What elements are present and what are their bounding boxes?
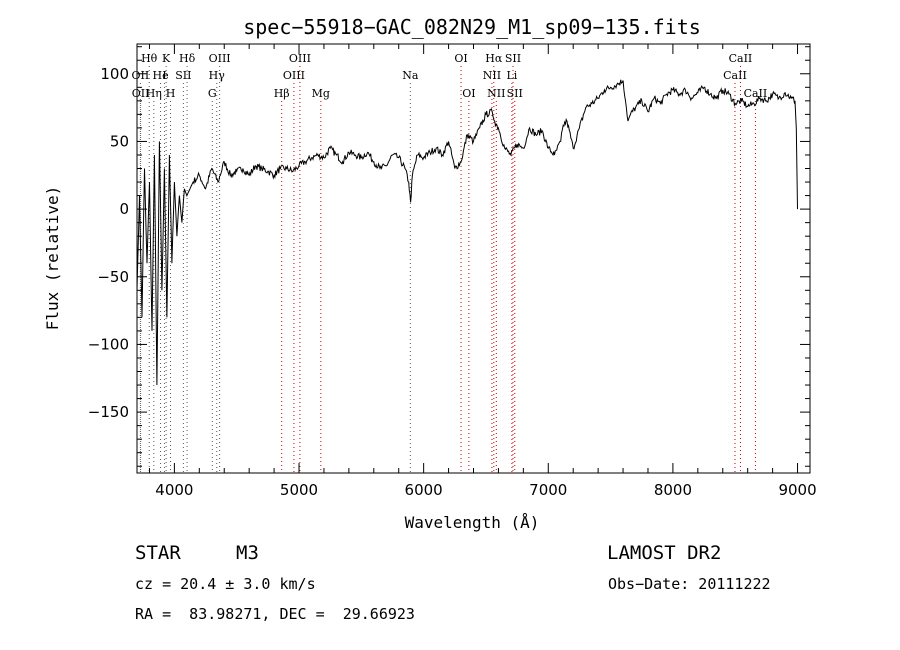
spectral-line-label: OI	[454, 52, 467, 65]
x-tick-label: 8000	[654, 481, 692, 499]
spectral-line-label: CaII	[723, 69, 747, 82]
chart-title: spec−55918−GAC_082N29_M1_sp09−135.fits	[243, 15, 701, 39]
y-tick-label: −100	[88, 335, 129, 353]
spectral-line-label: SII	[175, 69, 191, 82]
y-tick-label: −50	[97, 268, 129, 286]
x-tick-label: 4000	[155, 481, 193, 499]
y-tick-label: −150	[88, 403, 129, 421]
spectral-line-label: OIII	[209, 52, 231, 65]
object-subclass: M3	[236, 542, 259, 564]
spectral-line-label: Hα	[485, 52, 503, 65]
spectral-line-label: OII	[132, 69, 150, 82]
spectral-line-label: SII	[505, 52, 521, 65]
spectral-line-label: SII	[507, 87, 523, 100]
spectral-line-label: Hβ	[274, 87, 290, 100]
y-tick-label: 100	[100, 65, 129, 83]
survey-name: LAMOST DR2	[607, 542, 722, 564]
object-class: STAR	[135, 542, 181, 564]
spectral-line-label: OI	[462, 87, 475, 100]
spectral-line-markers	[139, 66, 756, 473]
x-tick-label: 7000	[529, 481, 567, 499]
spectral-line-label: Li	[506, 69, 517, 82]
flux-series-line	[136, 79, 798, 386]
spectral-line-label: Hδ	[179, 52, 196, 65]
x-tick-label: 5000	[280, 481, 318, 499]
y-axis-ticks: 100 50 0 −50 −100 −150	[88, 46, 810, 467]
x-axis-label: Wavelength (Å)	[405, 513, 540, 532]
coordinates: RA = 83.98271, DEC = 29.66923	[135, 605, 415, 623]
spectral-line-label: OII	[132, 87, 150, 100]
spectral-line-label: G	[208, 87, 217, 100]
spectral-line-label: Hη	[146, 87, 162, 100]
spectral-line-label: OIII	[289, 52, 311, 65]
spectral-line-label: Hθ	[141, 52, 158, 65]
y-axis-label: Flux (relative)	[43, 186, 62, 331]
spectral-line-label: Mg	[312, 87, 330, 100]
redshift-velocity: cz = 20.4 ± 3.0 km/s	[135, 575, 316, 593]
spectral-line-label: K	[162, 52, 171, 65]
spectral-line-label: CaII	[744, 87, 768, 100]
spectral-line-label: NII	[483, 69, 501, 82]
y-tick-label: 50	[110, 132, 129, 150]
y-tick-label: 0	[119, 200, 129, 218]
spectral-line-label: CaII	[729, 52, 753, 65]
spectral-line-label: H	[166, 87, 176, 100]
spectral-line-label: He	[153, 69, 169, 82]
x-tick-label: 9000	[778, 481, 816, 499]
plot-frame	[136, 43, 811, 474]
x-axis-ticks: 4000 5000 6000 7000 8000 9000	[148, 44, 817, 499]
spectral-line-label: Na	[402, 69, 419, 82]
spectral-line-label: NII	[487, 87, 505, 100]
observation-date: Obs−Date: 20111222	[608, 575, 771, 593]
spectral-line-label: Hγ	[209, 69, 226, 82]
spectral-line-label: I	[162, 69, 166, 82]
x-tick-label: 6000	[405, 481, 443, 499]
spectral-line-label: OIII	[283, 69, 305, 82]
